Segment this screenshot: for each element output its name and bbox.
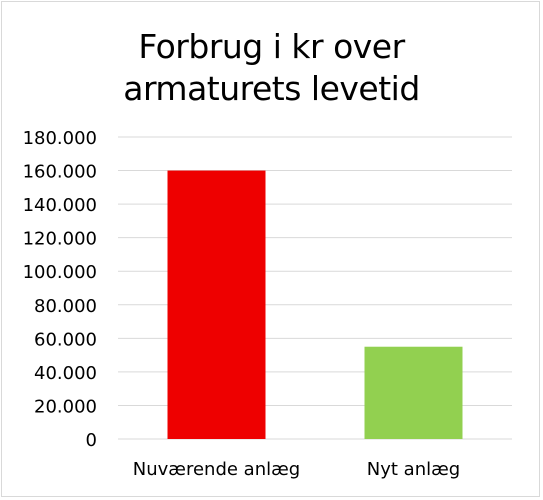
y-tick-label: 40.000: [34, 363, 97, 384]
y-tick-label: 100.000: [23, 262, 97, 283]
chart-title-line-2: armaturets levetid: [123, 69, 420, 108]
y-tick-label: 140.000: [23, 195, 97, 216]
x-tick-label: Nuværende anlæg: [133, 459, 300, 480]
bar-1: [167, 170, 266, 440]
x-tick-label: Nyt anlæg: [367, 459, 460, 480]
y-tick-label: 120.000: [23, 229, 97, 250]
y-tick-label: 60.000: [34, 329, 97, 350]
y-tick-label: 20.000: [34, 396, 97, 417]
y-tick-label: 160.000: [23, 162, 97, 183]
chart-title: Forbrug i kr over armaturets levetid: [0, 26, 543, 110]
y-tick-label: 0: [86, 430, 97, 451]
y-tick-label: 180.000: [23, 128, 97, 149]
bar-2: [364, 346, 463, 439]
y-tick-label: 80.000: [34, 296, 97, 317]
chart-title-line-1: Forbrug i kr over: [138, 27, 405, 66]
